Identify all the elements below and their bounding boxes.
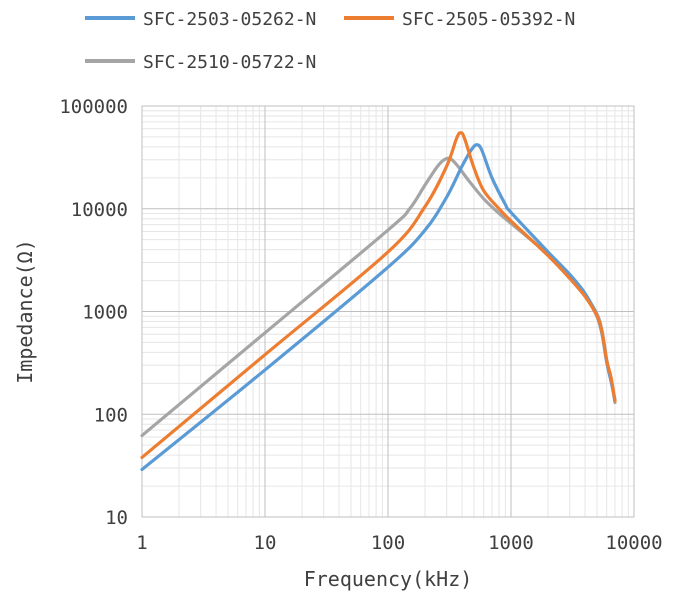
legend-item: SFC-2505-05392-N xyxy=(344,9,575,30)
legend: SFC-2503-05262-N SFC-2505-05392-N SFC-2510… xyxy=(85,9,575,73)
x-axis-tick-labels: 1 10 100 1000 10000 xyxy=(136,532,662,554)
plot-area-frame xyxy=(141,105,635,518)
x-tick-label: 10000 xyxy=(605,532,662,554)
series-lines xyxy=(140,131,617,472)
series-line-SFC-2505-05392-N xyxy=(140,131,617,460)
y-tick-label: 100000 xyxy=(59,96,128,118)
y-tick-label: 10 xyxy=(105,507,128,529)
x-axis-title: Frequency(kHz) xyxy=(304,567,473,591)
x-tick-label: 10 xyxy=(254,532,277,554)
legend-item: SFC-2503-05262-N xyxy=(85,9,316,30)
legend-label: SFC-2505-05392-N xyxy=(402,9,575,30)
y-tick-label: 1000 xyxy=(82,302,128,324)
x-tick-label: 1000 xyxy=(488,532,534,554)
series-line-SFC-2503-05262-N xyxy=(140,143,617,472)
legend-item: SFC-2510-05722-N xyxy=(85,52,316,73)
y-axis-tick-labels: 10 100 1000 10000 100000 xyxy=(59,96,128,529)
y-tick-label: 100 xyxy=(94,404,128,426)
x-tick-label: 1 xyxy=(136,532,147,554)
y-tick-label: 10000 xyxy=(71,199,128,221)
x-tick-label: 100 xyxy=(371,532,405,554)
legend-label: SFC-2503-05262-N xyxy=(143,9,316,30)
series-line-SFC-2510-05722-N xyxy=(140,156,617,438)
y-axis-title: Impedance(Ω) xyxy=(13,239,37,384)
legend-label: SFC-2510-05722-N xyxy=(143,52,316,73)
